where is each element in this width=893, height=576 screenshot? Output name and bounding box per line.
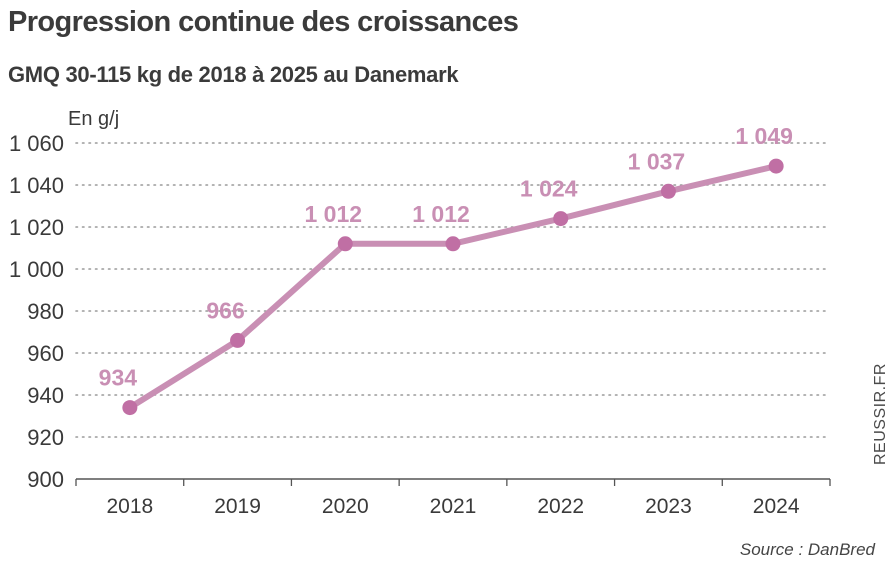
source-note: Source : DanBred: [739, 540, 875, 559]
y-tick-label: 940: [27, 383, 64, 408]
chart-subtitle: GMQ 30-115 kg de 2018 à 2025 au Danemark: [8, 62, 459, 87]
x-tick-label: 2024: [753, 495, 800, 518]
y-tick-label: 920: [27, 425, 64, 450]
chart-title: Progression continue des croissances: [8, 6, 519, 38]
y-axis-unit-label: En g/j: [68, 108, 120, 130]
y-tick-label: 980: [27, 299, 64, 324]
y-axis-ticks: 900 920 940 960 980 1 000 1 020 1 040 1 060: [9, 131, 64, 492]
data-point: [445, 236, 461, 252]
y-tick-label: 1 040: [9, 173, 64, 198]
y-tick-label: 1 020: [9, 215, 64, 240]
x-axis: 2018 2019 2020 2021 2022 2023 2024: [75, 478, 831, 518]
data-point: [660, 183, 676, 199]
data-point: [768, 158, 784, 174]
y-tick-label: 900: [27, 467, 64, 492]
data-label: 966: [206, 297, 244, 323]
data-point: [122, 400, 138, 416]
x-tick-label: 2019: [214, 495, 261, 518]
data-label: 1 012: [412, 201, 470, 227]
data-label: 1 037: [628, 148, 686, 174]
data-label: 1 012: [305, 201, 363, 227]
x-tick-label: 2020: [322, 495, 369, 518]
x-tick-label: 2022: [537, 495, 584, 518]
data-point: [553, 211, 569, 227]
x-tick-label: 2018: [106, 495, 153, 518]
data-label: 1 049: [735, 123, 793, 149]
credit-watermark: REUSSIR.FR: [872, 363, 889, 465]
series-line: [122, 158, 784, 416]
data-point: [337, 236, 353, 252]
grid-lines: [75, 142, 831, 438]
data-labels: 934 966 1 012 1 012 1 024 1 037 1 049: [99, 123, 793, 391]
y-tick-label: 1 060: [9, 131, 64, 156]
data-label: 1 024: [520, 176, 578, 202]
x-tick-label: 2023: [645, 495, 692, 518]
y-tick-label: 1 000: [9, 257, 64, 282]
y-tick-label: 960: [27, 341, 64, 366]
data-label: 934: [99, 365, 138, 391]
data-point: [230, 332, 246, 348]
x-tick-label: 2021: [430, 495, 477, 518]
